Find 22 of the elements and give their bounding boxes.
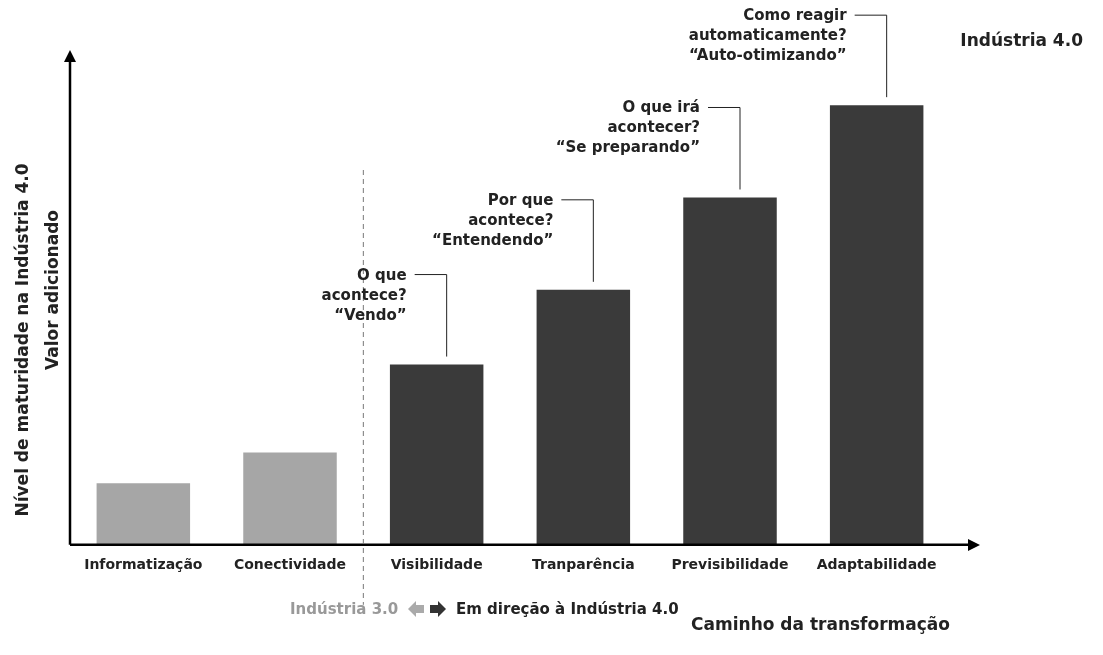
- x-tick-label: Conectividade: [233, 555, 347, 572]
- bar: [389, 364, 484, 545]
- x-tick-label: Informatização: [84, 555, 203, 572]
- annotation: Por que acontece? “Entendendo”: [432, 190, 554, 249]
- bar: [243, 452, 337, 545]
- x-tick-label: Adaptabilidade: [816, 555, 937, 572]
- text: Indústria 4.0: [960, 30, 1083, 50]
- bar: [96, 483, 191, 545]
- annotation: O que irá acontecer? “Se preparando”: [555, 98, 700, 157]
- text: Indústria 3.0: [290, 600, 399, 618]
- text: Em direção à Indústria 4.0: [456, 600, 679, 618]
- x-tick-label: Previsibilidade: [671, 555, 789, 572]
- x-axis-title: Caminho da transformação: [691, 614, 950, 635]
- bar: [829, 105, 924, 545]
- bar: [536, 289, 631, 545]
- y-axis-title: Nível de maturidade na Indústria 4.0: [12, 163, 32, 517]
- text: Valor adicionado: [42, 210, 62, 370]
- text: Como reagir automaticamente? “Auto-otimizando”: [688, 6, 848, 65]
- bar: [683, 197, 777, 545]
- x-tick-label: Visibilidade: [390, 555, 483, 572]
- annotation: O que acontece? “Vendo”: [321, 265, 407, 324]
- x-tick-label: Tranparência: [531, 555, 635, 572]
